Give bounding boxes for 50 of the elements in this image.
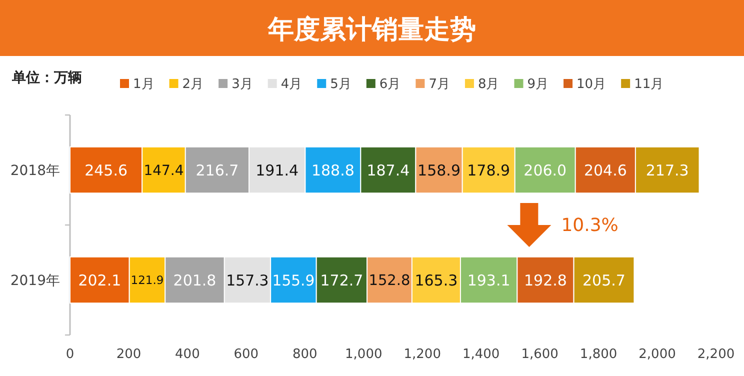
data-label: 152.8 [368, 273, 410, 290]
x-tick-label: 1,400 [462, 347, 500, 362]
data-label: 158.9 [418, 161, 461, 180]
legend-label: 6月 [379, 77, 401, 92]
data-label: 187.4 [366, 161, 410, 180]
annotation: 10.3% [561, 215, 618, 236]
data-label: 204.6 [584, 161, 627, 180]
data-label: 155.9 [272, 272, 315, 290]
data-label: 165.3 [414, 271, 458, 290]
data-label: 216.7 [196, 161, 239, 180]
legend-label: 11月 [634, 77, 664, 92]
data-label: 157.3 [226, 271, 269, 290]
data-label: 191.4 [256, 161, 299, 180]
data-label: 205.7 [582, 271, 626, 290]
x-tick-label: 600 [234, 347, 259, 362]
chart-title: 年度累计销量走势 [267, 15, 476, 45]
data-label: 193.1 [467, 271, 510, 290]
y-tick-label: 2018年 [10, 163, 60, 179]
legend-label: 9月 [527, 77, 549, 92]
legend-label: 5月 [330, 77, 352, 92]
data-label: 178.9 [467, 161, 510, 180]
legend-label: 8月 [478, 77, 500, 92]
x-tick-label: 800 [292, 347, 318, 362]
x-tick-label: 200 [116, 347, 142, 362]
data-label: 217.3 [646, 161, 689, 180]
data-label: 245.6 [84, 161, 128, 180]
legend-label: 1月 [133, 77, 154, 92]
legend-label: 2月 [182, 77, 204, 92]
data-label: 192.8 [524, 271, 567, 290]
data-label: 201.8 [173, 271, 216, 290]
x-tick-label: 1,200 [404, 347, 441, 362]
x-tick-label: 1,600 [521, 347, 558, 362]
data-label: 188.8 [311, 161, 354, 180]
data-label: 121.9 [130, 273, 164, 288]
data-label: 202.1 [78, 271, 122, 290]
x-tick-label: 2,200 [697, 347, 735, 362]
x-tick-label: 2,000 [638, 347, 676, 362]
data-label: 147.4 [144, 163, 184, 180]
legend-label: 7月 [428, 77, 450, 92]
legend-label: 4月 [280, 77, 302, 92]
data-label: 206.0 [524, 161, 567, 180]
y-tick-label: 2019年 [10, 273, 60, 289]
text: 单位：万辆 [11, 70, 82, 86]
x-tick-label: 1,800 [580, 347, 618, 362]
legend-label: 3月 [232, 77, 253, 92]
x-tick-label: 0 [66, 347, 74, 362]
data-label: 172.7 [320, 271, 364, 290]
x-tick-label: 1,000 [345, 347, 382, 362]
legend-label: 10月 [576, 77, 606, 92]
x-tick-label: 400 [175, 347, 200, 362]
